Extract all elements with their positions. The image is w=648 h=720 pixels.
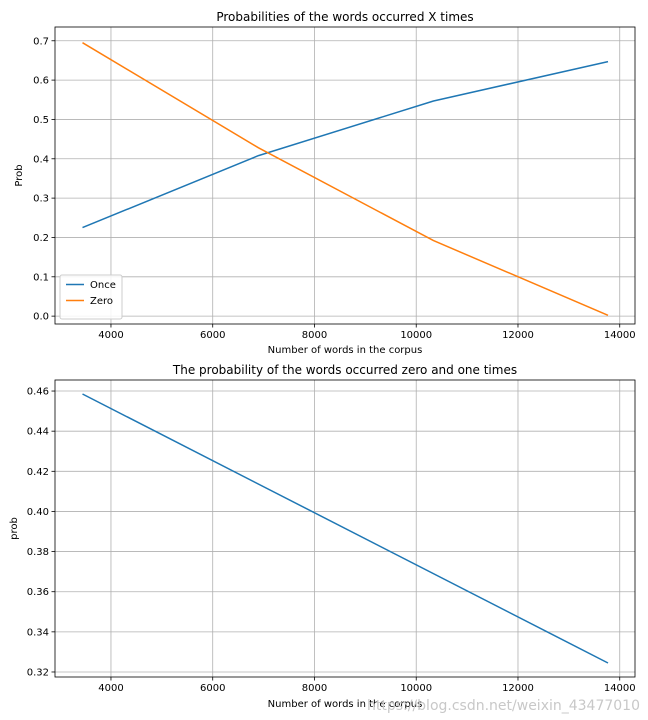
legend-label-once: Once bbox=[90, 280, 116, 291]
chart-top: 4000 6000 8000 10000 12000 14000 0.0 0.1 0.2 0.3 0… bbox=[14, 10, 636, 356]
y-tick-label: 0.7 bbox=[33, 36, 49, 47]
y-tick-label: 0.44 bbox=[27, 427, 49, 438]
y-tick-label: 0.0 bbox=[33, 312, 49, 323]
x-tick-label: 8000 bbox=[302, 330, 327, 341]
watermark: https://blog.csdn.net/weixin_43477010 bbox=[367, 698, 640, 714]
x-tick-label: 8000 bbox=[302, 683, 327, 694]
y-tick-label: 0.4 bbox=[33, 154, 49, 165]
axes-frame bbox=[54, 379, 636, 678]
legend-label-zero: Zero bbox=[90, 296, 113, 307]
x-axis-label: Number of words in the corpus bbox=[268, 699, 423, 710]
y-tick-label: 0.5 bbox=[33, 115, 49, 126]
legend: Once Zero bbox=[59, 274, 123, 320]
axes-frame bbox=[54, 26, 636, 325]
x-tick-label: 10000 bbox=[400, 683, 432, 694]
y-tick-label: 0.32 bbox=[27, 667, 49, 678]
y-tick-label: 0.6 bbox=[33, 76, 49, 87]
x-tick-label: 6000 bbox=[200, 683, 225, 694]
x-tick-label: 6000 bbox=[200, 330, 225, 341]
y-axis-label: prob bbox=[9, 517, 20, 540]
series-line-once bbox=[82, 60, 609, 229]
y-tick-label: 0.46 bbox=[27, 387, 49, 398]
x-tick-label: 14000 bbox=[604, 683, 636, 694]
y-tick-label: 0.38 bbox=[27, 547, 49, 558]
chart-title: The probability of the words occurred ze… bbox=[172, 363, 517, 377]
legend-box bbox=[59, 274, 123, 320]
y-tick-label: 0.3 bbox=[33, 194, 49, 205]
y-tick-label: 0.2 bbox=[33, 233, 49, 244]
x-tick-label: 10000 bbox=[400, 330, 432, 341]
y-tick-label: 0.34 bbox=[27, 627, 49, 638]
y-tick-label: 0.36 bbox=[27, 587, 49, 598]
x-tick-label: 12000 bbox=[502, 330, 534, 341]
x-tick-label: 4000 bbox=[98, 683, 123, 694]
y-axis-label: Prob bbox=[14, 164, 25, 186]
x-tick-label: 14000 bbox=[604, 330, 636, 341]
x-tick-label: 12000 bbox=[502, 683, 534, 694]
series-line-zero bbox=[82, 42, 609, 316]
chart-title: Probabilities of the words occurred X ti… bbox=[216, 10, 473, 24]
series-line-0 bbox=[82, 393, 609, 664]
x-tick-label: 4000 bbox=[98, 330, 123, 341]
x-axis-label: Number of words in the corpus bbox=[268, 345, 423, 356]
y-tick-label: 0.1 bbox=[33, 272, 49, 283]
y-tick-label: 0.42 bbox=[27, 467, 49, 478]
y-tick-label: 0.40 bbox=[27, 507, 49, 518]
chart-bottom: 4000 6000 8000 10000 12000 14000 0.32 0.34 0.36 0… bbox=[9, 363, 636, 710]
